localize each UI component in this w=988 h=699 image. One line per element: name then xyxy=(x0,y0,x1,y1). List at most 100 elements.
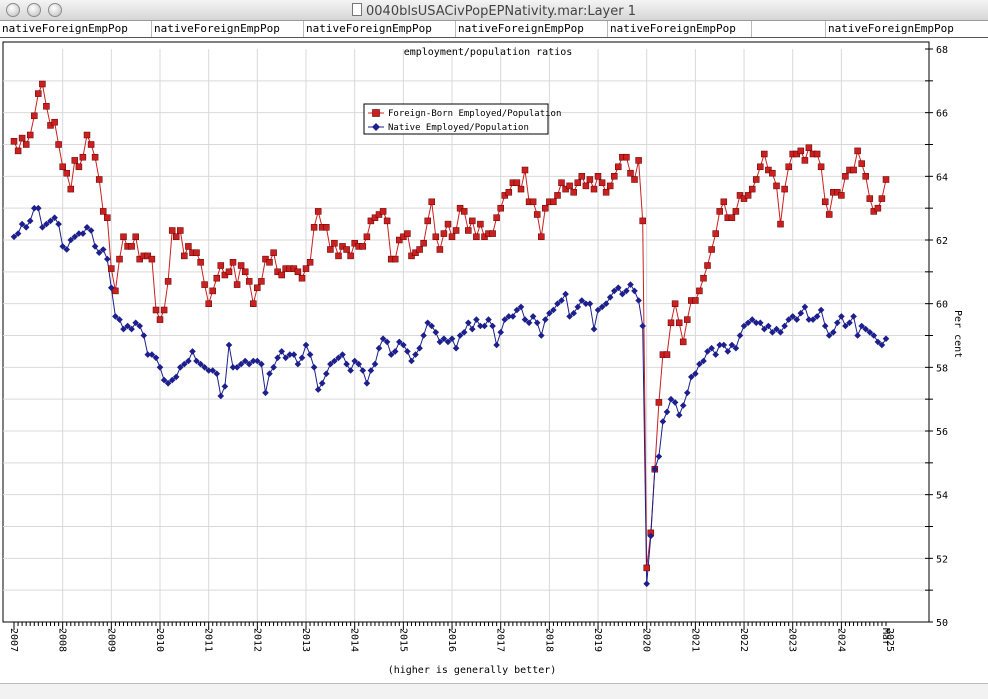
foreign-born-point xyxy=(31,112,38,120)
foreign-born-point xyxy=(314,208,322,215)
native-point xyxy=(566,313,573,320)
foreign-born-point xyxy=(108,265,115,272)
native-point xyxy=(882,335,890,342)
native-point xyxy=(217,392,225,400)
foreign-born-point xyxy=(801,157,809,164)
layer-tab[interactable]: nativeForeignEmpPop xyxy=(456,21,608,37)
native-point xyxy=(75,230,83,237)
x-tick-label: 2013 xyxy=(300,628,311,652)
zoom-window-button[interactable] xyxy=(48,3,62,17)
native-point xyxy=(209,367,216,374)
native-point xyxy=(473,316,480,323)
foreign-born-point xyxy=(615,163,622,171)
foreign-born-point xyxy=(79,153,87,161)
native-point xyxy=(55,220,62,228)
native-point xyxy=(813,313,821,320)
foreign-born-point xyxy=(469,217,476,225)
foreign-born-point xyxy=(570,189,577,196)
foreign-born-point xyxy=(538,233,545,241)
foreign-born-point xyxy=(586,176,594,183)
native-point xyxy=(623,287,630,295)
layer-tab[interactable]: nativeForeignEmpPop xyxy=(0,21,152,37)
layer-tab[interactable] xyxy=(752,21,826,37)
horizontal-scrollbar[interactable] xyxy=(0,683,988,699)
native-point xyxy=(428,322,435,330)
y-tick-label: 66 xyxy=(936,109,948,120)
layer-tab[interactable]: nativeForeignEmpPop xyxy=(152,21,304,37)
y-tick-label: 58 xyxy=(936,363,948,374)
native-point xyxy=(314,386,322,393)
foreign-born-point xyxy=(99,208,107,215)
foreign-born-point xyxy=(704,262,711,269)
foreign-born-point xyxy=(67,185,75,193)
foreign-born-point xyxy=(712,230,719,237)
native-point xyxy=(594,306,602,314)
foreign-born-point xyxy=(882,176,890,183)
layer-tab[interactable]: nativeForeignEmpPop xyxy=(608,21,752,37)
native-point xyxy=(485,316,492,323)
foreign-born-point xyxy=(700,274,707,282)
foreign-born-point xyxy=(193,249,200,256)
minimize-window-button[interactable] xyxy=(27,3,41,17)
foreign-born-point xyxy=(477,220,484,228)
native-point xyxy=(720,341,728,349)
native-point xyxy=(298,354,306,362)
foreign-born-point xyxy=(164,278,172,285)
foreign-born-point xyxy=(854,147,861,155)
native-point xyxy=(225,341,233,349)
foreign-born-point xyxy=(643,564,650,572)
foreign-born-point xyxy=(197,259,204,266)
native-point xyxy=(631,287,638,295)
foreign-born-point xyxy=(862,173,869,180)
foreign-born-point xyxy=(550,198,557,206)
y-tick-label: 64 xyxy=(936,172,948,183)
native-point xyxy=(383,338,391,346)
native-point xyxy=(323,370,330,377)
foreign-born-point xyxy=(35,90,42,97)
native-point xyxy=(777,329,784,336)
native-point xyxy=(773,325,780,333)
foreign-born-point xyxy=(489,230,496,237)
title-bar: 0040blsUSACivPopEPNativity.mar:Layer 1 xyxy=(0,0,988,21)
native-point xyxy=(765,322,772,330)
layer-tab[interactable]: nativeForeignEmpPop xyxy=(828,22,954,35)
native-point xyxy=(160,376,168,384)
native-point xyxy=(237,360,245,368)
foreign-born-point xyxy=(732,208,740,215)
native-point xyxy=(213,370,221,377)
native-point xyxy=(546,309,553,317)
native-point xyxy=(444,338,452,346)
foreign-born-point xyxy=(217,262,225,269)
y-tick-label: 62 xyxy=(936,236,948,247)
x-tick-label: 2015 xyxy=(397,628,408,652)
native-point xyxy=(550,306,557,314)
native-point xyxy=(838,313,845,320)
native-point xyxy=(63,246,70,253)
close-window-button[interactable] xyxy=(6,3,20,17)
native-point xyxy=(562,290,569,298)
native-point xyxy=(35,204,42,212)
native-point xyxy=(205,367,212,374)
foreign-born-point xyxy=(152,306,160,314)
native-point xyxy=(586,300,594,307)
native-point xyxy=(489,322,496,330)
native-point xyxy=(558,297,565,304)
foreign-born-point xyxy=(327,246,334,253)
native-point xyxy=(112,313,119,320)
foreign-born-point xyxy=(51,118,58,126)
native-point xyxy=(124,322,131,330)
native-point xyxy=(335,354,342,362)
native-point xyxy=(440,335,448,342)
native-point xyxy=(363,379,371,387)
foreign-born-point xyxy=(310,224,318,231)
native-point xyxy=(643,580,650,588)
foreign-born-point xyxy=(416,246,423,253)
foreign-born-point xyxy=(168,227,176,234)
layer-tab[interactable]: nativeForeignEmpPop xyxy=(304,21,456,37)
native-point xyxy=(420,332,427,339)
native-point xyxy=(14,230,22,237)
foreign-born-point xyxy=(590,185,598,193)
foreign-born-point xyxy=(209,287,216,295)
native-point xyxy=(619,290,626,298)
x-tick-label: 2009 xyxy=(105,628,116,652)
